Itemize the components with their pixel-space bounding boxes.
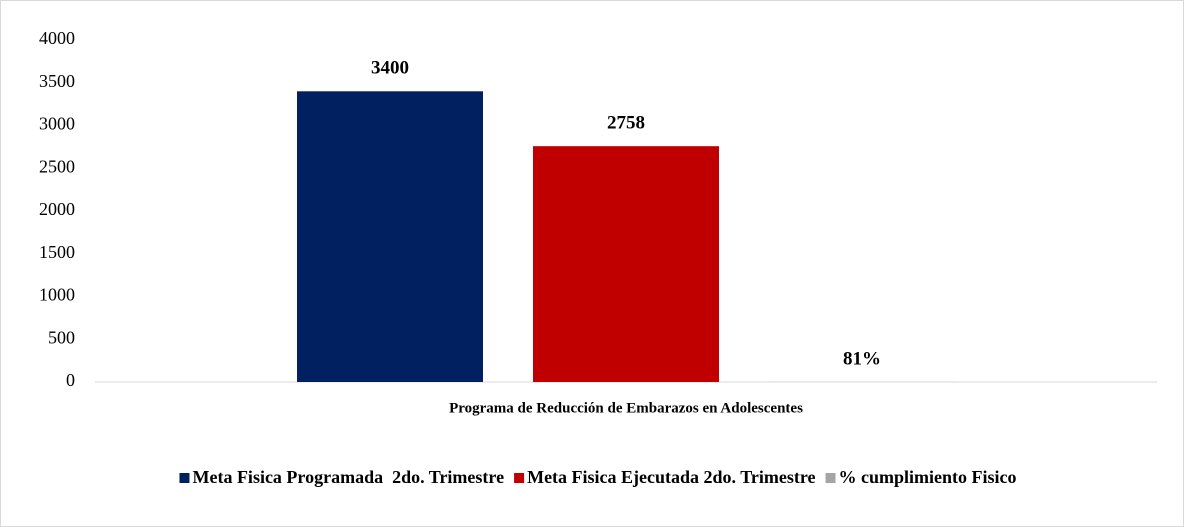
y-tick-label: 2500 (39, 156, 75, 176)
y-tick-label: 0 (66, 370, 75, 390)
data-label: 2758 (607, 113, 645, 134)
y-tick-label: 3000 (39, 114, 75, 134)
x-tick-label: Programa de Reducción de Embarazos en Ad… (449, 400, 803, 416)
legend-label: Meta Fisica Programada 2do. Trimestre (192, 467, 504, 487)
legend-label: Meta Fisica Ejecutada 2do. Trimestre (527, 467, 815, 487)
y-tick-label: 2000 (39, 199, 75, 219)
legend-swatch (179, 473, 190, 483)
bar (533, 146, 719, 382)
y-tick-label: 1500 (39, 242, 75, 262)
data-label: 3400 (371, 58, 409, 79)
bar (297, 91, 483, 383)
y-tick-label: 1000 (39, 285, 75, 305)
data-label: 81% (843, 348, 881, 369)
y-tick-label: 3500 (39, 71, 75, 91)
y-tick-label: 500 (48, 327, 75, 347)
y-tick-label: 4000 (39, 28, 75, 48)
legend-swatch (514, 473, 525, 483)
legend-label: % cumplimiento Fisico (839, 467, 1017, 487)
legend-swatch (825, 473, 836, 483)
